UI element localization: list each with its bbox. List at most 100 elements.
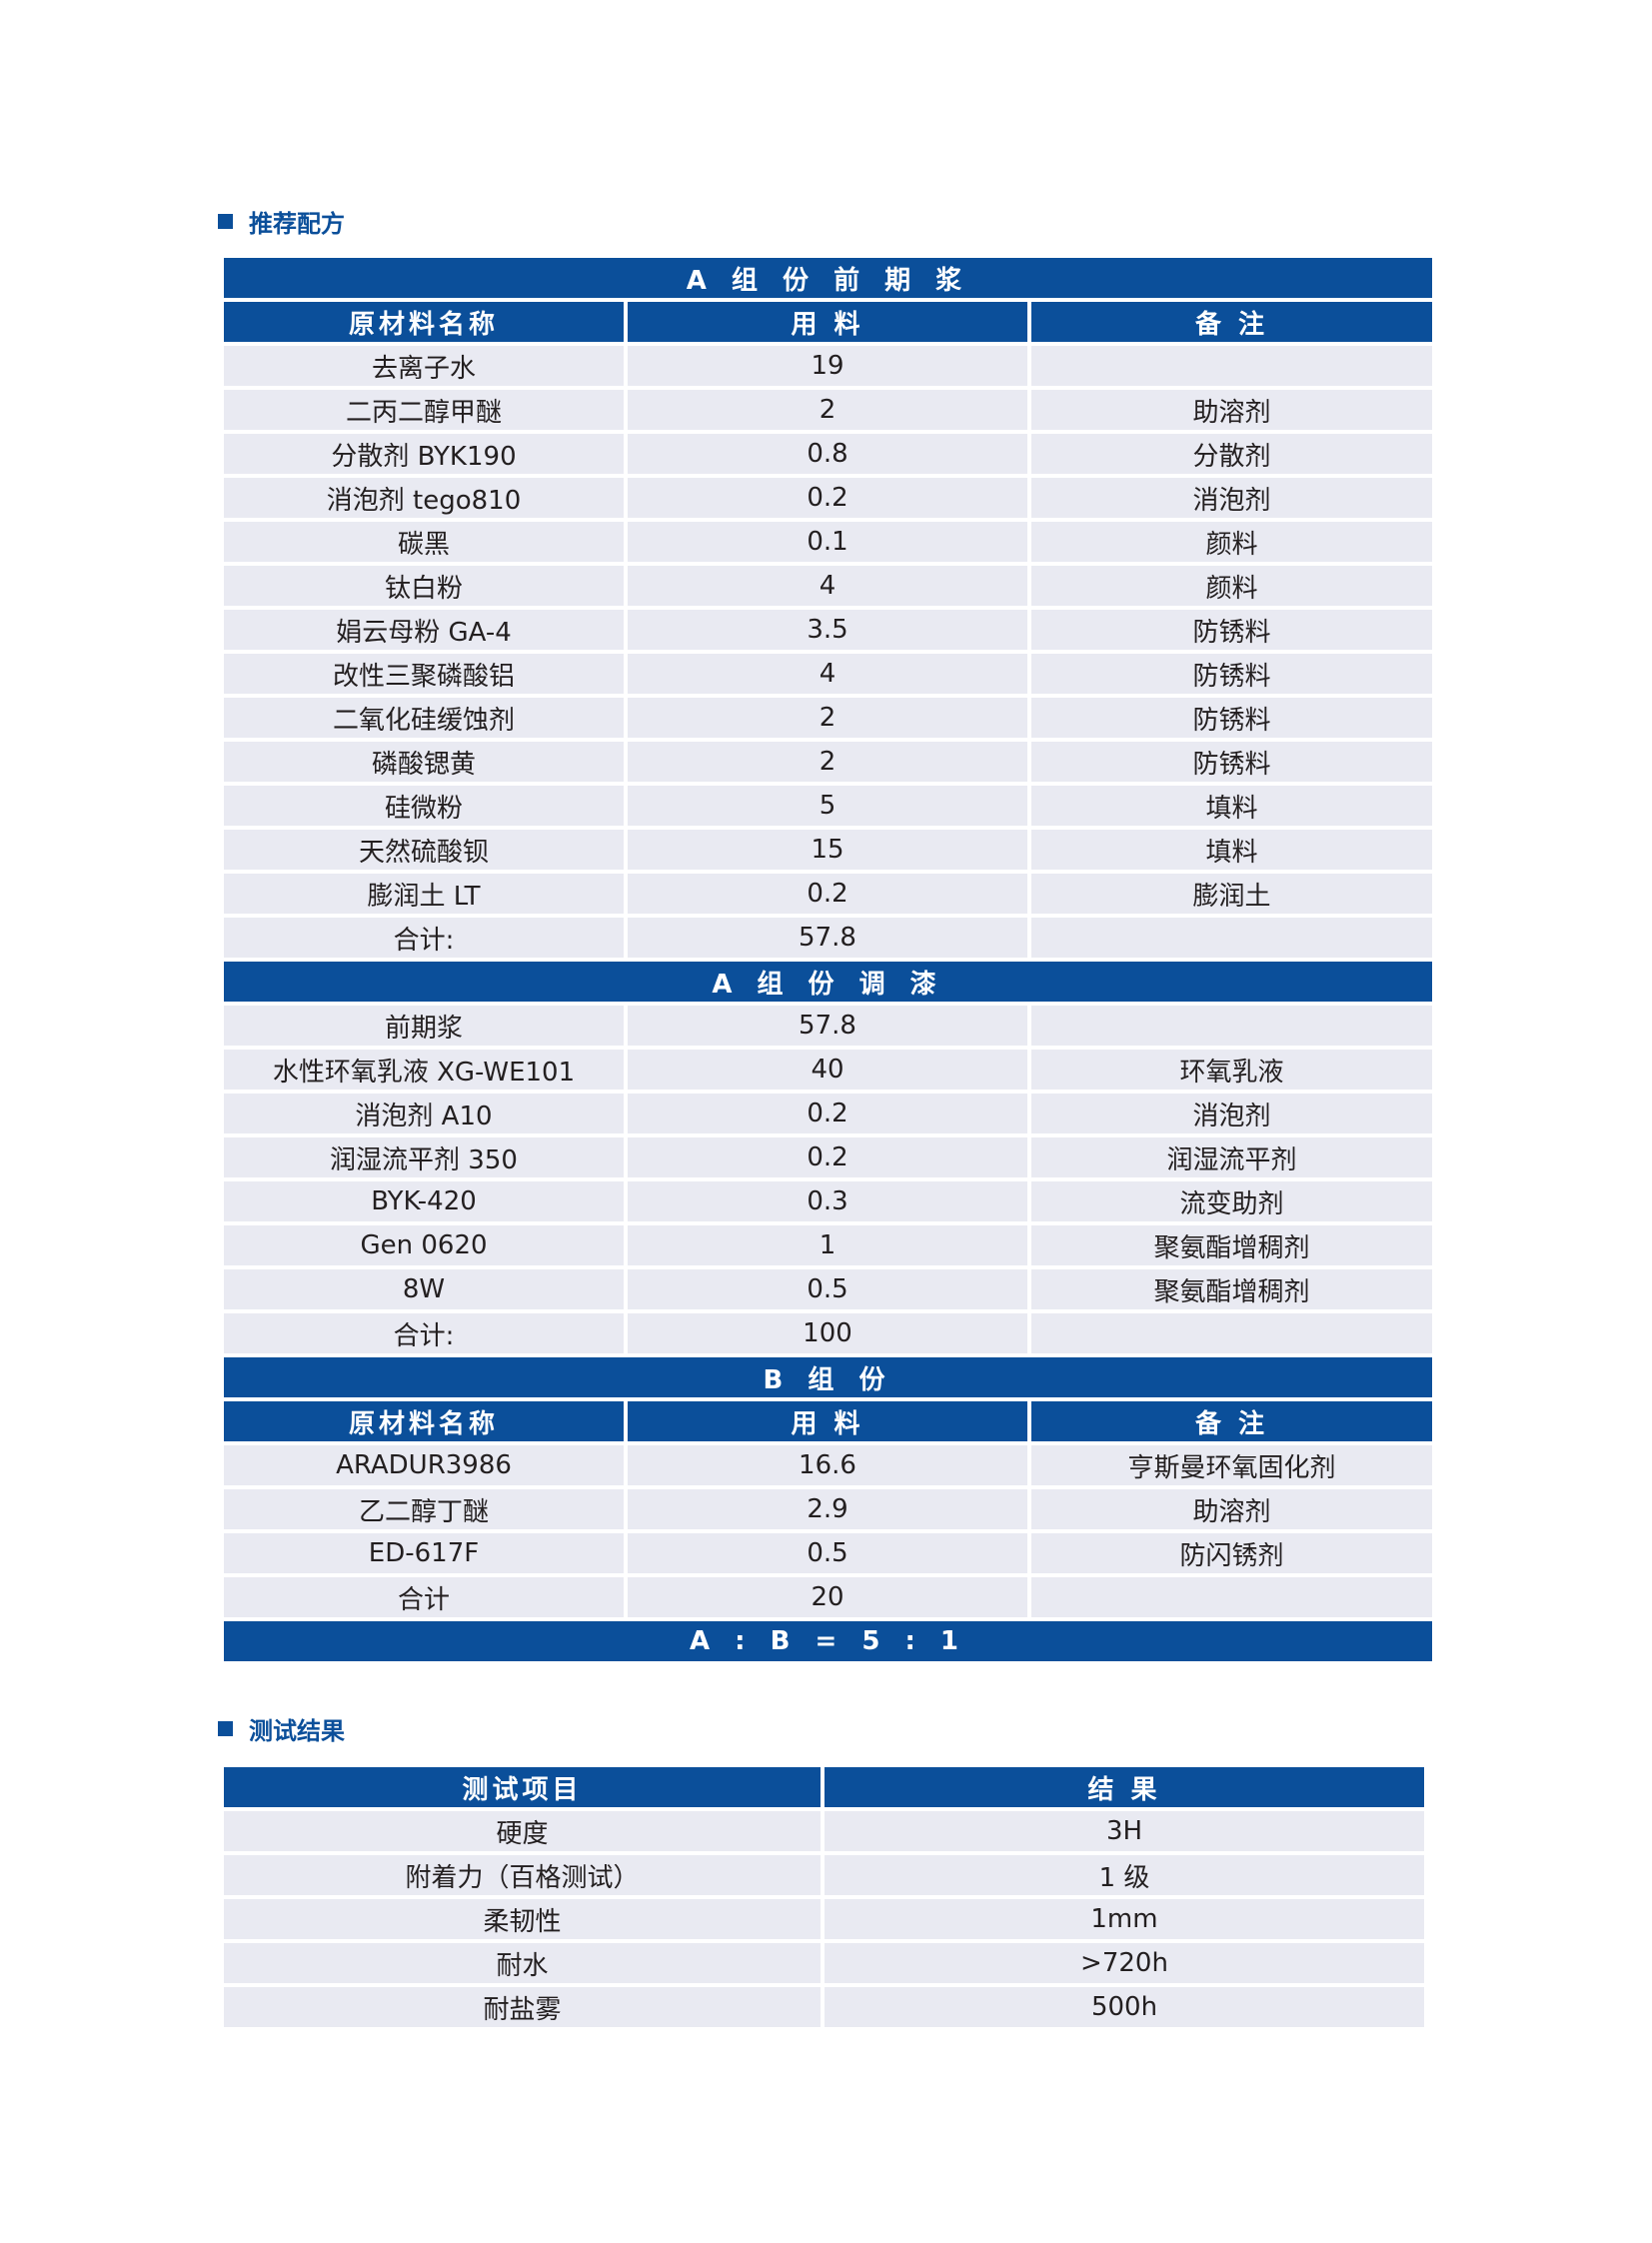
table-cell: 颜料 — [1031, 522, 1432, 562]
table-cell: 耐盐雾 — [224, 1987, 821, 2027]
table-cell — [1031, 1313, 1432, 1353]
table-cell: 天然硫酸钡 — [224, 830, 624, 870]
column-header: 原材料名称 — [224, 1401, 624, 1441]
table-cell: 娟云母粉 GA-4 — [224, 610, 624, 650]
table-cell: 磷酸锶黄 — [224, 742, 624, 782]
table-cell: 填料 — [1031, 786, 1432, 826]
table-cell: 润湿流平剂 350 — [224, 1137, 624, 1177]
table-cell: 碳黑 — [224, 522, 624, 562]
table-cell: 助溶剂 — [1031, 1489, 1432, 1529]
table-cell: 膨润土 — [1031, 874, 1432, 914]
table-row: ED-617F 0.5 防闪锈剂 — [224, 1533, 1432, 1573]
table-row: Gen 0620 1 聚氨酯增稠剂 — [224, 1225, 1432, 1265]
table-cell: 20 — [628, 1577, 1027, 1617]
table-cell: 亨斯曼环氧固化剂 — [1031, 1445, 1432, 1485]
table-cell: 0.8 — [628, 434, 1027, 474]
column-header: 用 料 — [628, 1401, 1027, 1441]
table-cell: 环氧乳液 — [1031, 1050, 1432, 1090]
table-cell: 0.5 — [628, 1533, 1027, 1573]
table-cell — [1031, 918, 1432, 958]
table-cell: 4 — [628, 654, 1027, 694]
table-cell: 0.2 — [628, 1094, 1027, 1133]
table-cell: 15 — [628, 830, 1027, 870]
table-cell: 流变助剂 — [1031, 1181, 1432, 1221]
table-cell: 1 级 — [825, 1855, 1424, 1895]
table-cell: 合计: — [224, 1313, 624, 1353]
table-row: 二氧化硅缓蚀剂 2 防锈料 — [224, 698, 1432, 738]
table-cell: 2.9 — [628, 1489, 1027, 1529]
table-cell: 1 — [628, 1225, 1027, 1265]
table-cell: 硬度 — [224, 1811, 821, 1851]
table-row: 碳黑 0.1 颜料 — [224, 522, 1432, 562]
table-header-row: 原材料名称用 料备 注 — [224, 1401, 1432, 1441]
table-row: 硬度 3H — [224, 1811, 1424, 1851]
table-section-title: A 组 份 调 漆 — [224, 962, 1432, 1002]
table-cell: 柔韧性 — [224, 1899, 821, 1939]
table-row: 二丙二醇甲醚 2 助溶剂 — [224, 390, 1432, 430]
table-row: 消泡剂 tego810 0.2 消泡剂 — [224, 478, 1432, 518]
table-row: 附着力（百格测试） 1 级 — [224, 1855, 1424, 1895]
table-row: 耐水 >720h — [224, 1943, 1424, 1983]
section-heading-results: 测试结果 — [218, 1711, 345, 1746]
table-cell: 附着力（百格测试） — [224, 1855, 821, 1895]
table-cell: ED-617F — [224, 1533, 624, 1573]
table-cell: 耐水 — [224, 1943, 821, 1983]
table-cell: 水性环氧乳液 XG-WE101 — [224, 1050, 624, 1090]
table-cell: 防锈料 — [1031, 742, 1432, 782]
table-row: 耐盐雾 500h — [224, 1987, 1424, 2027]
section-title: 测试结果 — [249, 1717, 345, 1745]
table-cell: 500h — [825, 1987, 1424, 2027]
table-cell: 3.5 — [628, 610, 1027, 650]
table-cell: 防锈料 — [1031, 610, 1432, 650]
table-row: 8W 0.5 聚氨酯增稠剂 — [224, 1269, 1432, 1309]
column-header: 备 注 — [1031, 1401, 1432, 1441]
table-cell: 颜料 — [1031, 566, 1432, 606]
table-cell: 16.6 — [628, 1445, 1027, 1485]
table-row: 钛白粉 4 颜料 — [224, 566, 1432, 606]
table-row: 娟云母粉 GA-4 3.5 防锈料 — [224, 610, 1432, 650]
table-row: 合计: 57.8 — [224, 918, 1432, 958]
table-cell: 助溶剂 — [1031, 390, 1432, 430]
table-cell: 聚氨酯增稠剂 — [1031, 1269, 1432, 1309]
table-cell: 1mm — [825, 1899, 1424, 1939]
table-row: 润湿流平剂 350 0.2 润湿流平剂 — [224, 1137, 1432, 1177]
table-cell: 57.8 — [628, 918, 1027, 958]
table-header-row: 测试项目结 果 — [224, 1767, 1424, 1807]
table-cell: 消泡剂 — [1031, 478, 1432, 518]
table-section-title: A : B = 5 : 1 — [224, 1621, 1432, 1661]
table-row: 硅微粉 5 填料 — [224, 786, 1432, 826]
table-cell: 合计: — [224, 918, 624, 958]
column-header: 备 注 — [1031, 302, 1432, 342]
table-row: 膨润土 LT 0.2 膨润土 — [224, 874, 1432, 914]
table-cell: 2 — [628, 390, 1027, 430]
table-cell: 膨润土 LT — [224, 874, 624, 914]
table-row: 磷酸锶黄 2 防锈料 — [224, 742, 1432, 782]
table-cell: 3H — [825, 1811, 1424, 1851]
table-cell: 5 — [628, 786, 1027, 826]
table-cell — [1031, 1006, 1432, 1046]
table-cell: Gen 0620 — [224, 1225, 624, 1265]
table-cell: 0.2 — [628, 874, 1027, 914]
table-cell: 分散剂 BYK190 — [224, 434, 624, 474]
table-cell: 消泡剂 A10 — [224, 1094, 624, 1133]
table-cell: 前期浆 — [224, 1006, 624, 1046]
table-section-title: B 组 份 — [224, 1357, 1432, 1397]
table-row: 柔韧性 1mm — [224, 1899, 1424, 1939]
table-row: 合计 20 — [224, 1577, 1432, 1617]
table-cell: 填料 — [1031, 830, 1432, 870]
table-cell: 4 — [628, 566, 1027, 606]
table-cell: 分散剂 — [1031, 434, 1432, 474]
table-cell: 8W — [224, 1269, 624, 1309]
table-cell: 防闪锈剂 — [1031, 1533, 1432, 1573]
table-cell: 2 — [628, 698, 1027, 738]
table-cell: 40 — [628, 1050, 1027, 1090]
table-cell: 消泡剂 — [1031, 1094, 1432, 1133]
table-row: 改性三聚磷酸铝 4 防锈料 — [224, 654, 1432, 694]
column-header: 结 果 — [825, 1767, 1424, 1807]
table-cell: 改性三聚磷酸铝 — [224, 654, 624, 694]
table-cell: >720h — [825, 1943, 1424, 1983]
table-row: BYK-420 0.3 流变助剂 — [224, 1181, 1432, 1221]
table-row: ARADUR3986 16.6 亨斯曼环氧固化剂 — [224, 1445, 1432, 1485]
column-header: 测试项目 — [224, 1767, 821, 1807]
table-cell: 二氧化硅缓蚀剂 — [224, 698, 624, 738]
